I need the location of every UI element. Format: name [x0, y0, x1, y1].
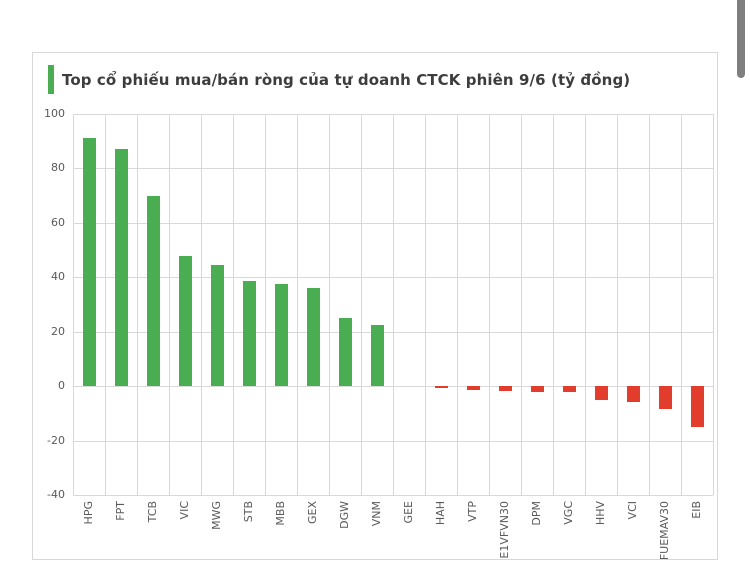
bar-HAH [435, 386, 448, 389]
x-gridline-2 [137, 114, 138, 495]
x-gridline-17 [617, 114, 618, 495]
bar-MBB [275, 284, 288, 387]
x-gridline-18 [649, 114, 650, 495]
y-tick-label-80: 80 [51, 161, 65, 174]
y-tick-label-40: 40 [51, 270, 65, 283]
y-gridline--40 [73, 495, 713, 496]
x-gridline-14 [521, 114, 522, 495]
y-tick-label--20: -20 [47, 434, 65, 447]
x-tick-label-HPG: HPG [82, 501, 95, 525]
bar-EIB [691, 386, 704, 427]
x-tick-label-VCI: VCI [626, 501, 639, 520]
x-gridline-4 [201, 114, 202, 495]
x-tick-label-MBB: MBB [274, 501, 287, 526]
bar-VNM [371, 324, 384, 387]
x-gridline-6 [265, 114, 266, 495]
y-tick-label-0: 0 [58, 379, 65, 392]
x-gridline-19 [681, 114, 682, 495]
chart-title: Top cổ phiếu mua/bán ròng của tự doanh C… [62, 70, 631, 89]
bar-VIC [179, 255, 192, 387]
x-tick-label-HHV: HHV [594, 501, 607, 526]
bar-HPG [83, 138, 96, 387]
x-gridline-15 [553, 114, 554, 495]
x-tick-label-VTP: VTP [466, 501, 479, 522]
x-tick-label-GEE: GEE [402, 501, 415, 524]
x-tick-label-VIC: VIC [178, 501, 191, 520]
x-tick-label-EIB: EIB [690, 501, 703, 519]
x-gridline-13 [489, 114, 490, 495]
bar-DPM [531, 386, 544, 392]
bar-STB [243, 281, 256, 387]
x-gridline-1 [105, 114, 106, 495]
y-tick-label--40: -40 [47, 488, 65, 501]
bar-VTP [467, 386, 480, 391]
x-tick-label-TCB: TCB [146, 501, 159, 523]
bar-HHV [595, 386, 608, 400]
x-gridline-3 [169, 114, 170, 495]
bar-TCB [147, 195, 160, 387]
x-gridline-11 [425, 114, 426, 495]
x-tick-label-STB: STB [242, 501, 255, 523]
bar-DGW [339, 318, 352, 387]
y-tick-label-20: 20 [51, 325, 65, 338]
x-tick-label-MWG: MWG [210, 501, 223, 530]
bar-FUEMAV30 [659, 386, 672, 410]
x-tick-label-FUEMAV30: FUEMAV30 [658, 501, 671, 561]
x-tick-label-DPM: DPM [530, 501, 543, 526]
x-gridline-10 [393, 114, 394, 495]
x-tick-label-VNM: VNM [370, 501, 383, 527]
bar-VGC [563, 386, 576, 393]
x-gridline-0 [73, 114, 74, 495]
y-tick-label-100: 100 [44, 107, 65, 120]
x-gridline-16 [585, 114, 586, 495]
x-tick-label-E1VFVN30: E1VFVN30 [498, 501, 511, 559]
x-tick-label-VGC: VGC [562, 501, 575, 525]
x-gridline-8 [329, 114, 330, 495]
bar-FPT [115, 149, 128, 387]
bar-MWG [211, 265, 224, 387]
x-tick-label-HAH: HAH [434, 501, 447, 526]
x-gridline-20 [713, 114, 714, 495]
x-gridline-5 [233, 114, 234, 495]
bar-E1VFVN30 [499, 386, 512, 392]
chart-card: Top cổ phiếu mua/bán ròng của tự doanh C… [32, 52, 718, 560]
bar-chart-plot-area: 100 80 60 40 20 0 -20 -40 HPG FPT TCB VIC MWG STB MBB G… [44, 108, 714, 560]
x-tick-label-FPT: FPT [114, 501, 127, 521]
bar-GEX [307, 288, 320, 387]
chart-header: Top cổ phiếu mua/bán ròng của tự doanh C… [48, 65, 630, 94]
bar-VCI [627, 386, 640, 403]
x-tick-label-GEX: GEX [306, 501, 319, 525]
x-gridline-9 [361, 114, 362, 495]
x-tick-label-DGW: DGW [338, 501, 351, 529]
x-gridline-12 [457, 114, 458, 495]
y-tick-label-60: 60 [51, 216, 65, 229]
title-accent-bar [48, 65, 54, 94]
scrollbar-thumb[interactable] [737, 0, 745, 78]
x-gridline-7 [297, 114, 298, 495]
